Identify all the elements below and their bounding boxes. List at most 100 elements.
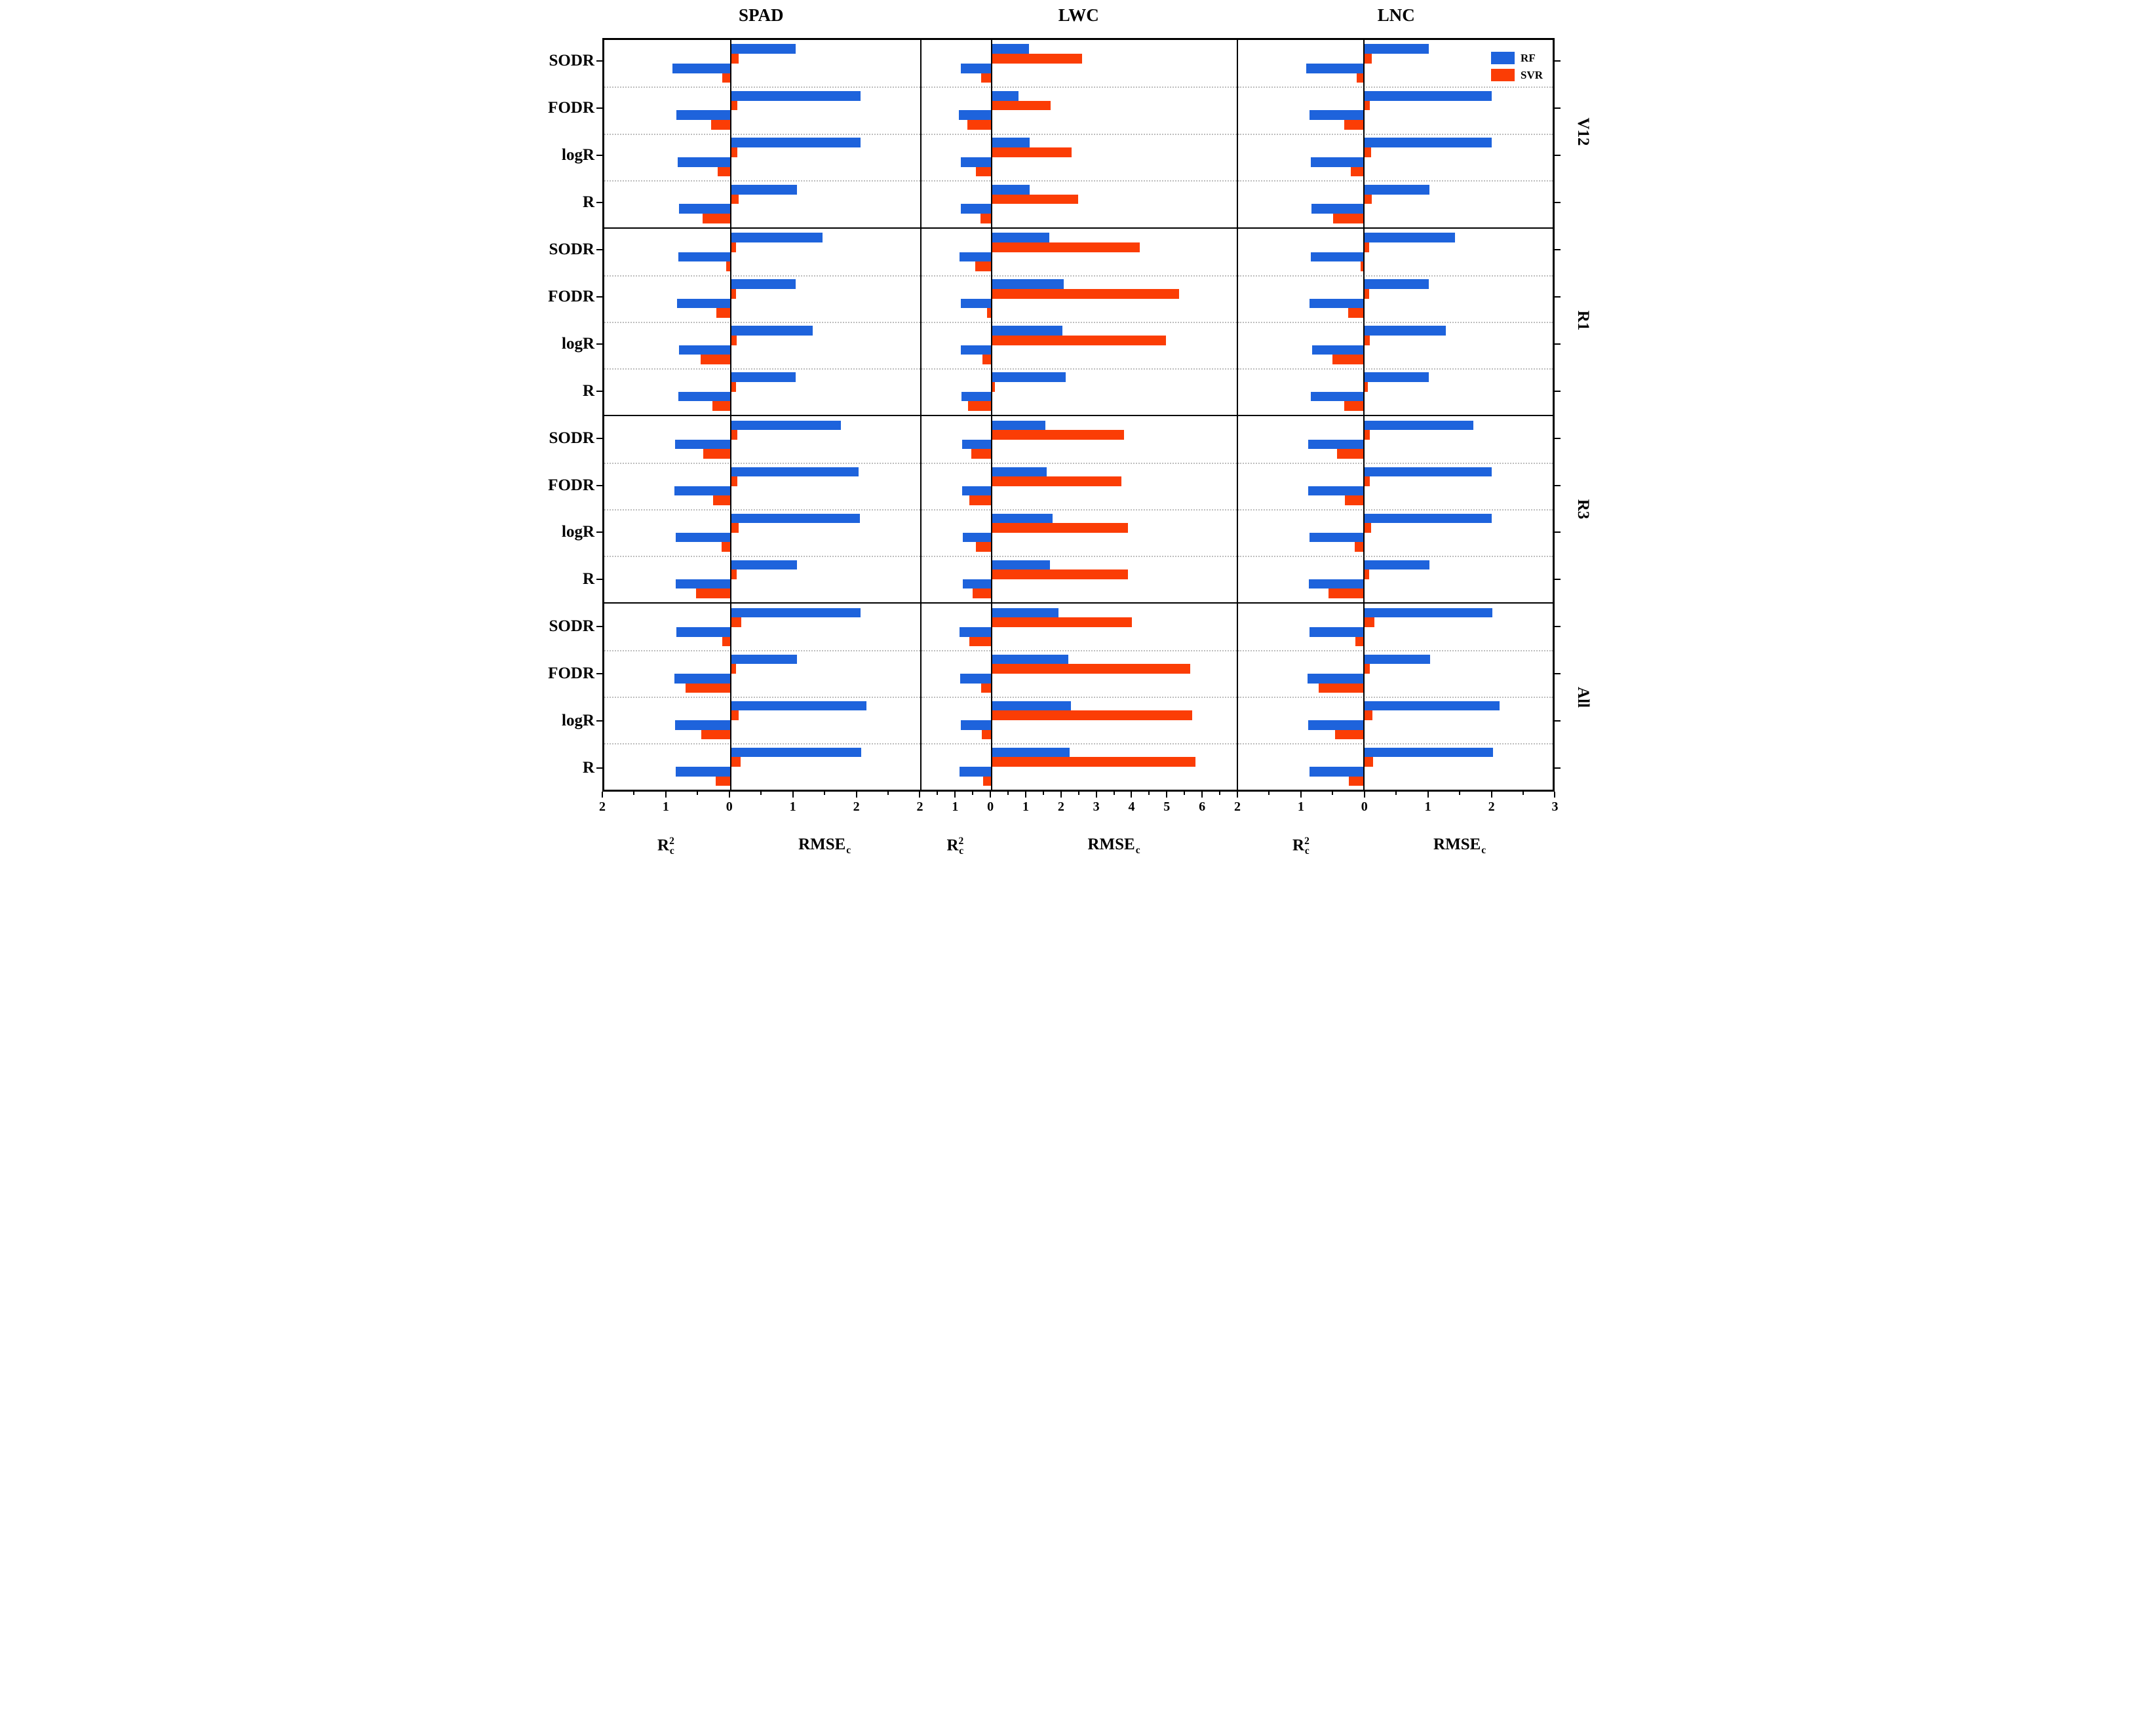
category-tick-right: [1555, 296, 1561, 298]
bar-rf-r2c-SODR: [1306, 63, 1365, 73]
category-label-logR: logR: [562, 523, 594, 541]
category-tick-left: [596, 626, 602, 628]
column-title-spad: SPAD: [738, 5, 784, 25]
category-separator-line: [604, 696, 921, 698]
bar-rf-rmsec-SODR: [992, 44, 1029, 54]
bar-svr-r2c-FODR: [711, 120, 731, 130]
bar-rf-r2c-R: [1311, 391, 1365, 402]
x-axis-minor-tick: [1268, 791, 1270, 795]
category-tick-left: [596, 673, 602, 675]
bar-rf-r2c-R: [678, 391, 731, 402]
bar-rf-r2c-R: [1308, 579, 1365, 589]
category-separator-line: [1237, 462, 1553, 464]
bar-svr-rmsec-logR: [992, 336, 1167, 345]
row-label-R1: R1: [1574, 310, 1592, 331]
category-tick-right: [1555, 202, 1561, 204]
category-separator-line: [604, 462, 921, 464]
bar-svr-rmsec-R: [992, 569, 1128, 579]
category-separator-line: [1237, 87, 1553, 88]
axis-title-r2c: R2c: [946, 836, 963, 857]
column-title-lnc: LNC: [1377, 5, 1415, 25]
bar-svr-rmsec-logR: [1364, 523, 1371, 533]
category-tick-left: [596, 531, 602, 533]
bar-rf-rmsec-SODR: [730, 233, 823, 243]
bar-svr-rmsec-logR: [992, 523, 1128, 533]
bar-svr-rmsec-logR: [730, 710, 739, 720]
bar-rf-r2c-logR: [960, 345, 992, 355]
axis-title-rmse-base: RMSE: [1087, 835, 1135, 853]
bar-svr-r2c-R: [1329, 588, 1365, 599]
category-tick-right: [1555, 155, 1561, 157]
bar-svr-r2c-SODR: [975, 261, 992, 271]
bar-rf-r2c-logR: [1308, 720, 1365, 730]
bar-rf-rmsec-R: [992, 184, 1030, 195]
category-label-logR: logR: [562, 146, 594, 164]
bar-rf-rmsec-logR: [730, 326, 813, 336]
x-axis-tick-label: 1: [662, 799, 669, 814]
bar-svr-rmsec-SODR: [730, 617, 742, 627]
category-tick-right: [1555, 673, 1561, 675]
zero-axis-line: [1363, 39, 1365, 227]
bar-svr-rmsec-logR: [730, 336, 737, 345]
x-axis-tick-label: 6: [1199, 799, 1206, 814]
bar-svr-r2c-logR: [981, 729, 992, 740]
x-axis-minor-tick: [1459, 791, 1461, 795]
category-separator-line: [604, 275, 921, 277]
x-axis-tick-label: 1: [1297, 799, 1304, 814]
bar-svr-r2c-R: [695, 588, 731, 599]
bar-rf-r2c-FODR: [961, 298, 992, 309]
x-axis-major-tick: [855, 791, 857, 798]
bar-svr-r2c-FODR: [969, 495, 992, 506]
bar-svr-rmsec-R: [730, 757, 741, 767]
bar-rf-r2c-R: [961, 391, 992, 402]
bar-svr-rmsec-FODR: [1364, 289, 1369, 299]
bar-rf-rmsec-FODR: [1364, 90, 1492, 101]
bar-rf-rmsec-SODR: [992, 420, 1046, 431]
bar-svr-rmsec-FODR: [1364, 664, 1370, 674]
bar-rf-rmsec-SODR: [1364, 608, 1493, 618]
column-title-lwc: LWC: [1058, 5, 1099, 25]
panel-All-SPAD: [604, 602, 921, 790]
bar-rf-r2c-FODR: [961, 486, 992, 496]
bar-svr-r2c-FODR: [987, 308, 992, 318]
category-separator-line: [1237, 555, 1553, 557]
category-tick-right: [1555, 720, 1561, 722]
axis-title-r2-sup: 2: [958, 835, 964, 847]
panel-R3-LWC: [920, 414, 1237, 602]
category-tick-right: [1555, 626, 1561, 628]
x-axis-minor-tick: [972, 791, 974, 795]
axis-title-r2-sub: c: [1304, 845, 1310, 857]
bar-svr-rmsec-R: [730, 569, 737, 579]
bar-svr-r2c-FODR: [1318, 683, 1365, 693]
x-axis-tick-label: 1: [1424, 799, 1431, 814]
bar-svr-r2c-SODR: [971, 449, 992, 459]
axis-title-rmsec: RMSEc: [1433, 836, 1486, 857]
axis-title-rmse-sub: c: [1481, 844, 1486, 856]
bar-svr-r2c-FODR: [685, 683, 731, 693]
bar-rf-r2c-logR: [675, 720, 731, 730]
bar-svr-r2c-R: [982, 776, 992, 786]
category-separator-line: [1237, 743, 1553, 744]
x-axis-minor-tick: [1113, 791, 1115, 795]
bar-svr-rmsec-R: [1364, 757, 1373, 767]
bar-rf-r2c-FODR: [674, 486, 731, 496]
bar-rf-rmsec-R: [1364, 560, 1430, 570]
bar-svr-rmsec-FODR: [1364, 100, 1370, 111]
bar-svr-r2c-FODR: [1345, 495, 1365, 506]
axis-title-rmse-sub: c: [1135, 844, 1140, 856]
category-separator-line: [1237, 275, 1553, 277]
x-axis-minor-tick: [1184, 791, 1186, 795]
bar-rf-r2c-FODR: [676, 110, 731, 121]
bar-rf-r2c-logR: [963, 532, 992, 543]
x-axis-tick-label: 2: [853, 799, 860, 814]
category-tick-left: [596, 437, 602, 439]
bar-svr-r2c-SODR: [722, 73, 731, 83]
bar-rf-rmsec-SODR: [992, 233, 1049, 243]
bar-rf-r2c-SODR: [1309, 627, 1365, 637]
bar-svr-r2c-FODR: [981, 683, 992, 693]
category-label-FODR: FODR: [548, 665, 594, 683]
bar-rf-r2c-FODR: [1309, 110, 1365, 121]
bar-svr-r2c-R: [1349, 776, 1365, 786]
bar-svr-rmsec-FODR: [730, 664, 736, 674]
bar-rf-r2c-SODR: [960, 252, 992, 262]
